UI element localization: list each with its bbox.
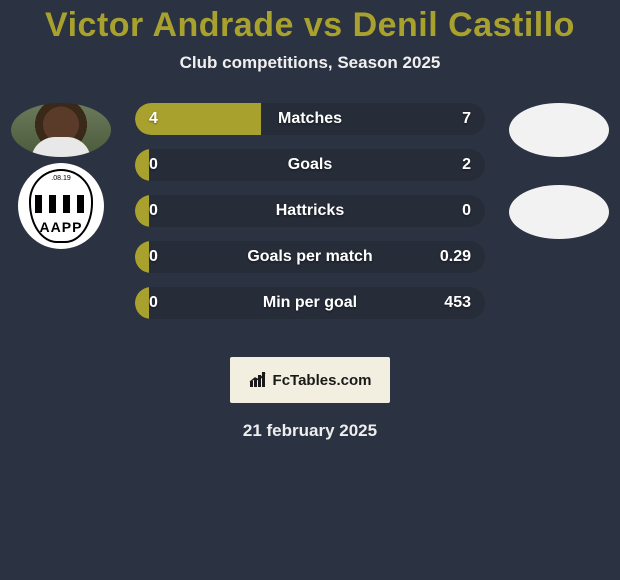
stat-label: Matches: [135, 103, 485, 135]
stat-right-value: 453: [444, 287, 471, 319]
chart-icon: [249, 372, 269, 388]
page-title: Victor Andrade vs Denil Castillo: [0, 0, 620, 45]
stat-label: Min per goal: [135, 287, 485, 319]
player2-column: [504, 103, 614, 245]
player1-avatar: [11, 103, 111, 157]
stat-row: 0Hattricks0: [135, 195, 485, 227]
player2-avatar: [509, 103, 609, 157]
stat-row: 0Goals per match0.29: [135, 241, 485, 273]
brand-text: FcTables.com: [273, 372, 372, 389]
stat-label: Goals per match: [135, 241, 485, 273]
stat-label: Goals: [135, 149, 485, 181]
stat-row: 0Goals2: [135, 149, 485, 181]
stat-right-value: 0.29: [440, 241, 471, 273]
brand-badge: FcTables.com: [230, 357, 390, 403]
player1-club-badge: .08.19 AAPP: [18, 163, 104, 249]
stat-right-value: 2: [462, 149, 471, 181]
stat-right-value: 7: [462, 103, 471, 135]
subtitle: Club competitions, Season 2025: [0, 53, 620, 73]
stat-right-value: 0: [462, 195, 471, 227]
date-text: 21 february 2025: [0, 421, 620, 441]
stat-row: 4Matches7: [135, 103, 485, 135]
stat-label: Hattricks: [135, 195, 485, 227]
comparison-area: .08.19 AAPP 4Matches70Goals20Hattricks00…: [0, 103, 620, 353]
club-shield: .08.19 AAPP: [29, 169, 93, 243]
club-abbr: AAPP: [31, 219, 91, 235]
stat-row: 0Min per goal453: [135, 287, 485, 319]
club-top-text: .08.19: [31, 175, 91, 182]
stat-rows: 4Matches70Goals20Hattricks00Goals per ma…: [135, 103, 485, 333]
player2-club-badge: [509, 185, 609, 239]
player1-column: .08.19 AAPP: [6, 103, 116, 249]
